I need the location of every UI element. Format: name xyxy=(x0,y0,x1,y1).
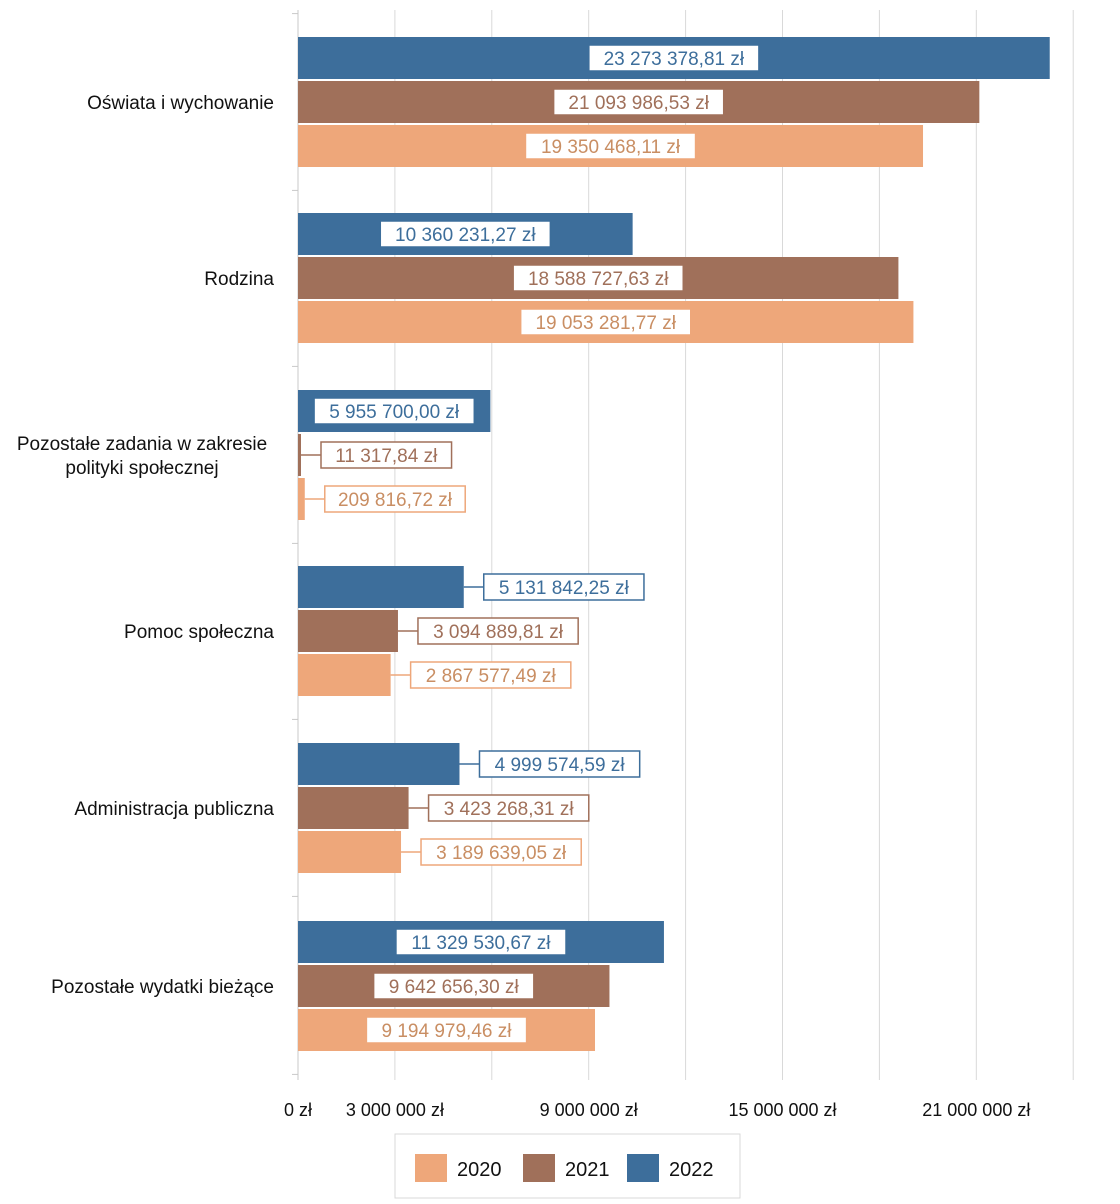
data-label: 19 350 468,11 zł xyxy=(541,137,681,158)
category-label: Pozostałe zadania w zakresie xyxy=(17,434,267,455)
x-tick-label: 3 000 000 zł xyxy=(346,1100,444,1120)
bar-2021-2 xyxy=(298,434,301,476)
legend-label: 2021 xyxy=(565,1159,610,1181)
legend-box xyxy=(394,1133,741,1199)
x-tick-label: 0 zł xyxy=(284,1100,312,1120)
legend-swatch-2020 xyxy=(415,1154,447,1182)
data-label-box xyxy=(409,661,572,689)
data-label-box xyxy=(427,794,590,822)
data-label-box xyxy=(365,1016,528,1044)
data-label-box xyxy=(313,397,476,425)
x-tick-label: 9 000 000 zł xyxy=(540,1100,638,1120)
data-label-box xyxy=(372,972,535,1000)
data-label-box xyxy=(512,264,684,292)
bar-2022-3 xyxy=(298,566,464,608)
data-label-box xyxy=(483,573,645,601)
data-label: 21 093 986,53 zł xyxy=(568,93,709,114)
data-label-box xyxy=(588,44,760,72)
data-label: 5 955 700,00 zł xyxy=(329,402,460,423)
category-label: Pozostałe wydatki bieżące xyxy=(51,977,274,998)
data-label: 4 999 574,59 zł xyxy=(495,755,626,776)
data-label-box xyxy=(379,220,552,248)
data-label-layer: 23 273 378,81 zł 21 093 986,53 zł 19 350 4… xyxy=(301,44,760,1044)
bar-2021-3 xyxy=(298,610,398,652)
category-label: Rodzina xyxy=(204,269,274,290)
category-label: Oświata i wychowanie xyxy=(87,93,274,114)
data-label-box xyxy=(320,441,453,469)
bar-2020-3 xyxy=(298,654,391,696)
data-label: 18 588 727,63 zł xyxy=(528,269,669,290)
bar-2021-4 xyxy=(298,787,409,829)
data-label: 11 317,84 zł xyxy=(335,446,438,467)
legend: 2020 2021 2022 xyxy=(394,1133,741,1199)
x-tick-label: 15 000 000 zł xyxy=(728,1100,836,1120)
data-label-box xyxy=(478,750,641,778)
data-label: 2 867 577,49 zł xyxy=(426,666,557,687)
data-label: 3 423 268,31 zł xyxy=(444,799,575,820)
legend-label: 2022 xyxy=(669,1159,714,1181)
legend-swatch-2021 xyxy=(523,1154,555,1182)
data-label-box xyxy=(552,88,725,116)
bar-2020-2 xyxy=(298,478,305,520)
data-label-box xyxy=(519,308,692,336)
data-label: 3 189 639,05 zł xyxy=(436,843,567,864)
data-label-box xyxy=(324,485,466,513)
bar-2022-4 xyxy=(298,743,460,785)
data-label: 10 360 231,27 zł xyxy=(395,225,536,246)
category-label: Pomoc społeczna xyxy=(124,622,274,643)
data-label: 19 053 281,77 zł xyxy=(535,313,676,334)
data-label-box xyxy=(395,928,567,956)
legend-swatch-2022 xyxy=(627,1154,659,1182)
category-label: polityki społecznej xyxy=(65,458,218,479)
legend-label: 2020 xyxy=(457,1159,502,1181)
category-label: Administracja publiczna xyxy=(74,799,274,820)
data-label: 9 194 979,46 zł xyxy=(382,1021,513,1042)
x-tick-label: 21 000 000 zł xyxy=(922,1100,1030,1120)
bar-2020-4 xyxy=(298,831,402,873)
data-label: 5 131 842,25 zł xyxy=(499,578,630,599)
data-label: 9 642 656,30 zł xyxy=(389,977,520,998)
data-label: 11 329 530,67 zł xyxy=(411,933,551,954)
axis-layer: Oświata i wychowanie Rodzina Pozostałe zad… xyxy=(17,13,1030,1120)
grid-layer xyxy=(297,10,1074,1080)
data-label: 3 094 889,81 zł xyxy=(433,622,564,643)
data-label-box xyxy=(417,617,579,645)
bar-layer xyxy=(298,37,1050,1051)
data-label: 209 816,72 zł xyxy=(338,490,453,511)
data-label-box xyxy=(420,838,582,866)
data-label: 23 273 378,81 zł xyxy=(604,49,745,70)
data-label-box xyxy=(524,132,697,160)
